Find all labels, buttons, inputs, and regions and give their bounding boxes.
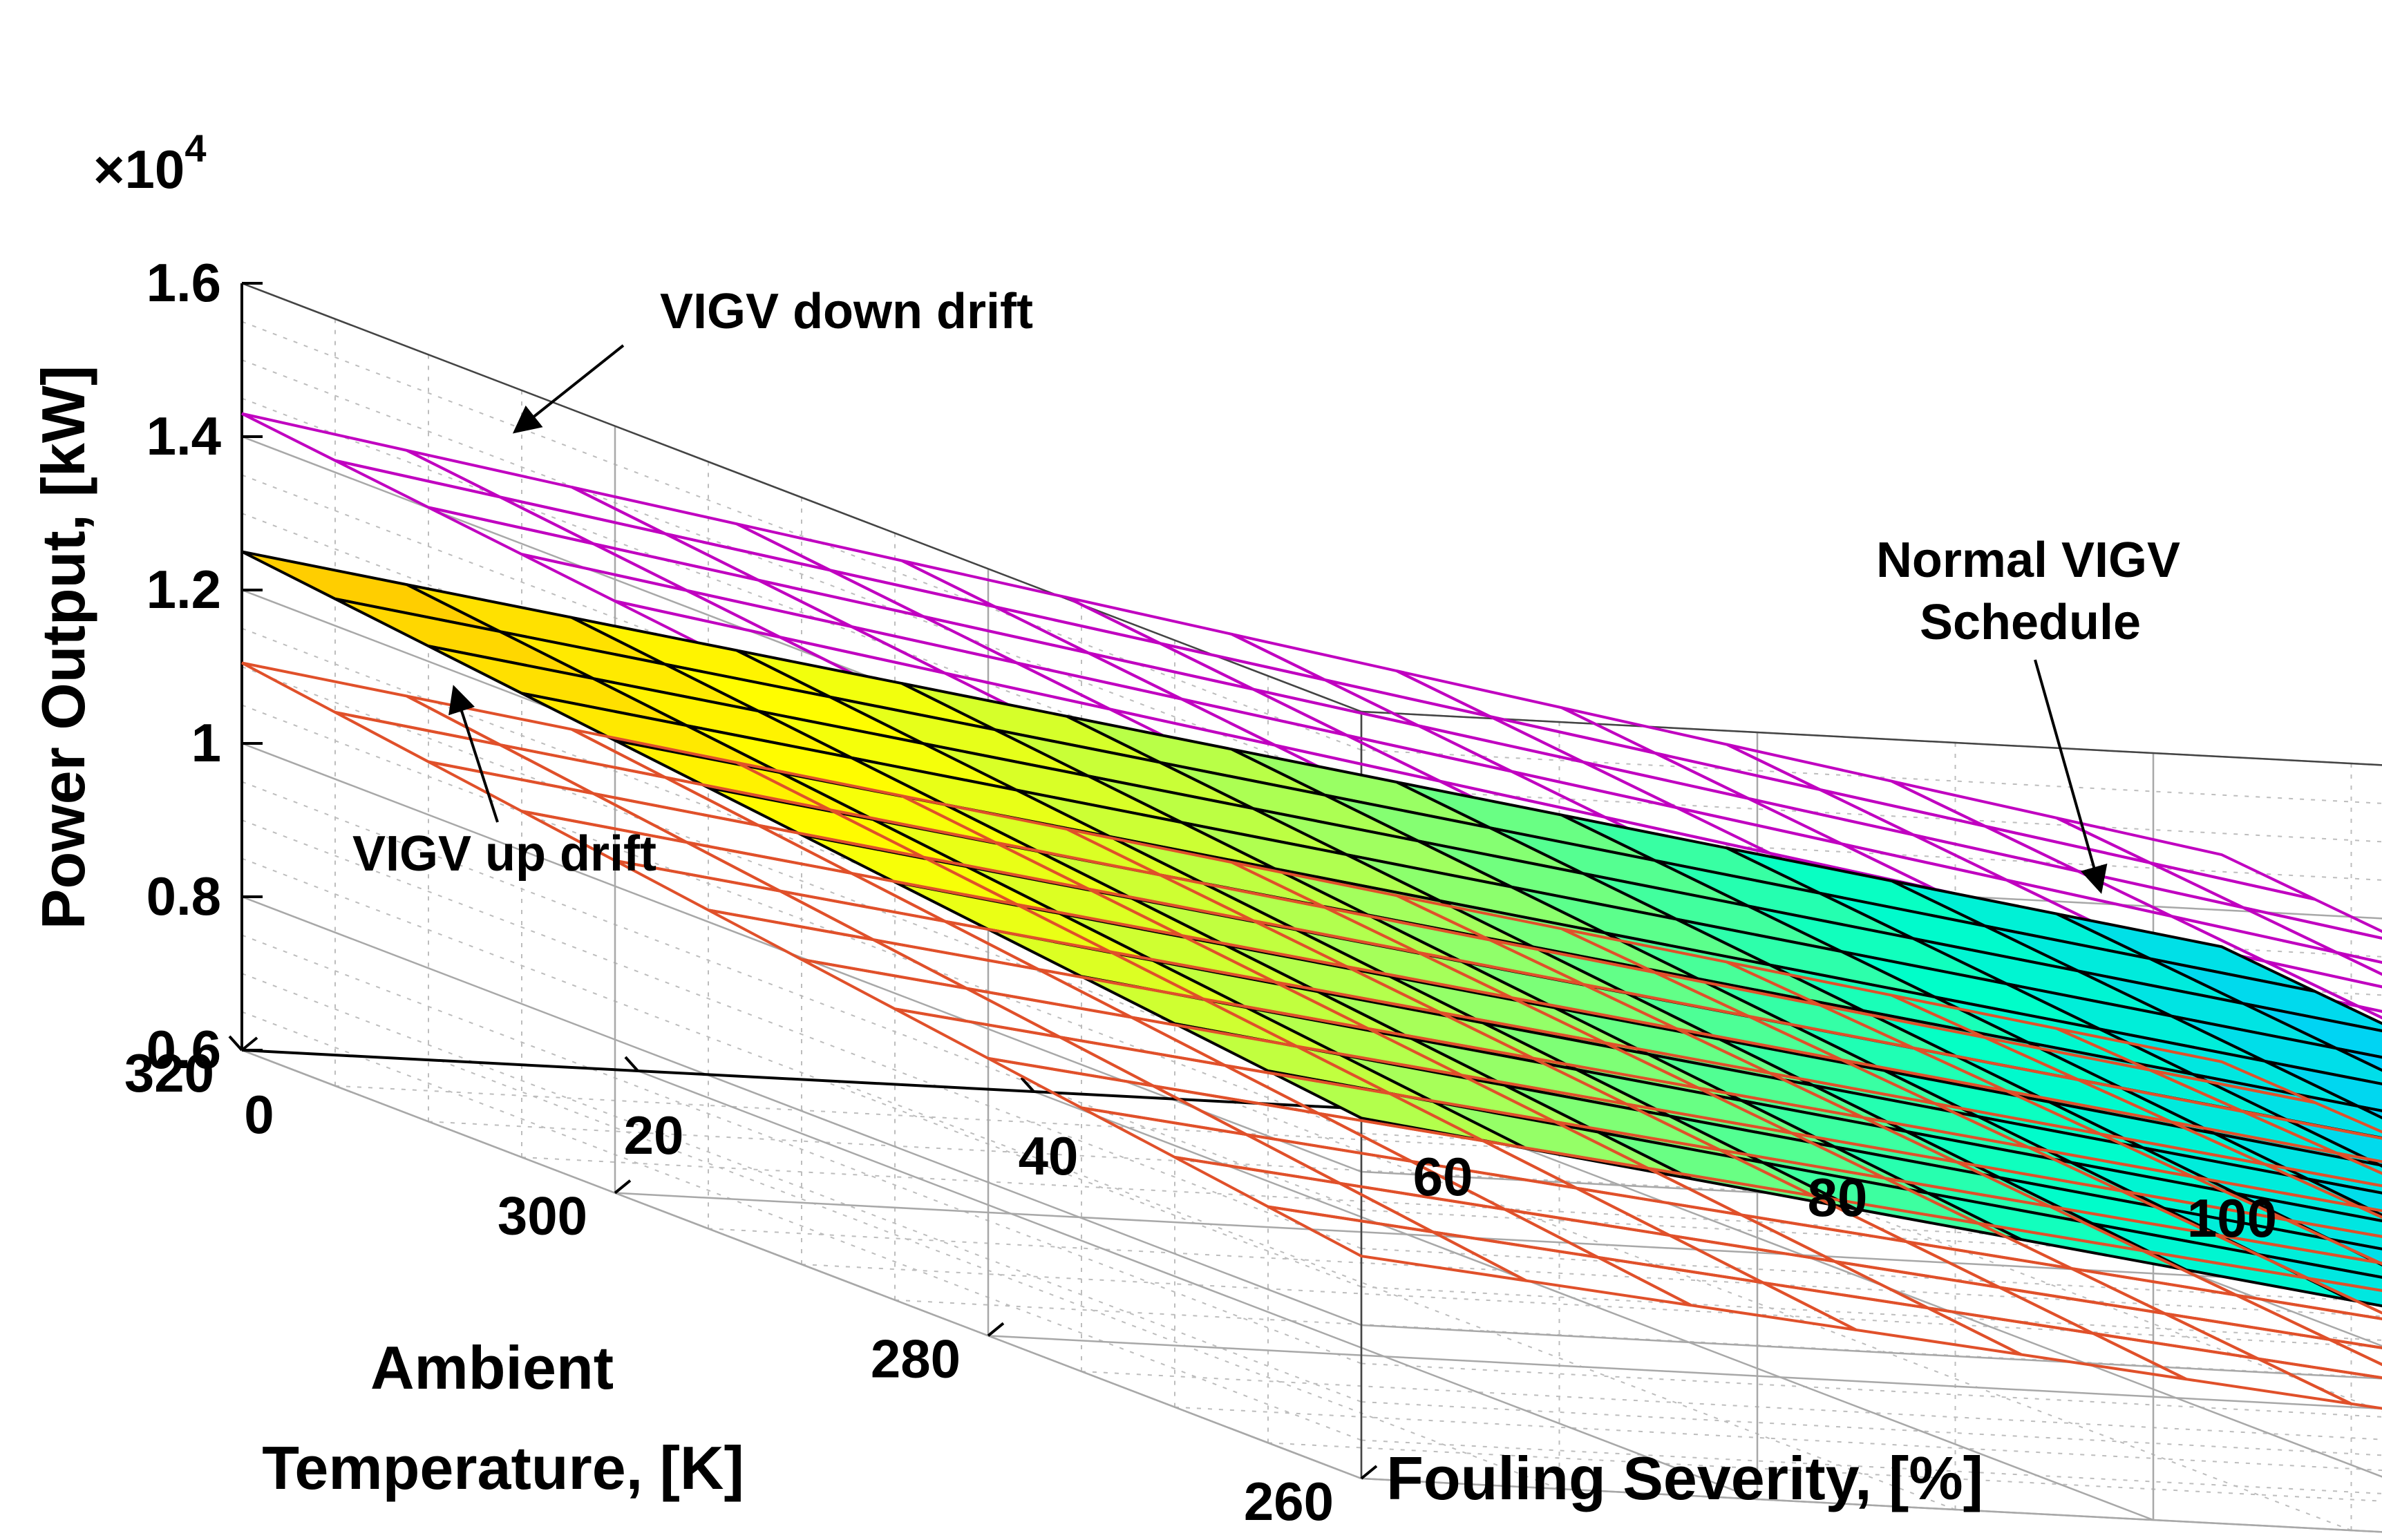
annotation-up-drift: VIGV up drift [352, 826, 656, 882]
x-tick-label: 60 [1413, 1146, 1473, 1207]
annotation-down-drift-arrow [515, 345, 623, 432]
surface-cell [1081, 1108, 1340, 1183]
surface-cell [1232, 634, 1491, 716]
z-tick-label: 1.2 [146, 559, 221, 620]
surface-cell [995, 607, 1254, 689]
annotation-down-drift: VIGV down drift [660, 284, 1033, 339]
x-tick-mark [229, 1036, 242, 1050]
z-axis-label: Power Output, [kW] [29, 365, 97, 929]
surface-cell [1985, 826, 2244, 908]
y-tick-label: 260 [1244, 1471, 1334, 1532]
surface-cell [1820, 790, 2079, 871]
y-axis-label-line2: Temperature, [K] [262, 1434, 744, 1502]
y-tick-mark [988, 1323, 1003, 1335]
surface-cell [335, 461, 594, 544]
x-tick-label: 0 [244, 1084, 274, 1145]
y-tick-label: 280 [871, 1328, 961, 1389]
grid-line [1361, 1325, 2382, 1429]
x-tick-label: 100 [2187, 1188, 2277, 1248]
grid-major [988, 1335, 2382, 1439]
annotation-up-drift-arrow [454, 687, 498, 822]
z-exponent-power: 4 [185, 126, 206, 170]
surface-cell [500, 497, 759, 580]
surface-cell [2057, 818, 2315, 900]
surface-cell [665, 533, 924, 616]
surface-cell [1670, 1235, 1928, 1308]
annotation-normal-line2: Schedule [1920, 595, 2141, 650]
grid-major [1361, 1325, 2382, 1429]
surface-cell [759, 580, 1017, 663]
surface-cell [1490, 716, 1748, 799]
y-axis-label-line1: Ambient [370, 1333, 614, 1402]
grid-line [988, 1335, 2382, 1439]
x-tick-mark [625, 1057, 638, 1071]
surface-cell [902, 561, 1160, 644]
z-tick-label: 0.8 [146, 866, 221, 926]
x-axis-label: Fouling Severity, [%] [1386, 1444, 1983, 1512]
z-tick-label: 1 [191, 712, 221, 773]
surface-cell [572, 487, 831, 570]
surface-cell [407, 450, 665, 534]
surface-cell [242, 552, 500, 632]
surface-cell [1088, 653, 1347, 735]
surface-cell [428, 507, 687, 590]
surface-cell [1892, 781, 2151, 863]
grid-line [895, 1300, 2382, 1404]
surface-cell [242, 414, 500, 497]
z-tick-label: 1.4 [146, 406, 221, 466]
x-tick-label: 80 [1808, 1167, 1868, 1228]
surface-cell [1254, 690, 1512, 772]
surface-cell [1397, 671, 1655, 753]
surface-cell [830, 570, 1088, 653]
y-tick-mark [1361, 1466, 1377, 1479]
surface-cell [1727, 745, 1985, 826]
y-tick-label: 300 [498, 1186, 587, 1246]
z-exponent-label: ×104 [93, 126, 206, 200]
surface-cell [1067, 598, 1325, 680]
surface-cell [2093, 1333, 2352, 1404]
grid-major [242, 1050, 1361, 1479]
y-tick-mark [615, 1181, 630, 1193]
annotation-normal-line1: Normal VIGV [1876, 533, 2180, 588]
surface-cell [1268, 1207, 1526, 1281]
z-exponent-prefix: ×10 [93, 139, 185, 200]
surface-cell [1562, 707, 1820, 790]
y-tick-mark [242, 1038, 257, 1050]
x-tick-label: 20 [624, 1105, 684, 1166]
y-tick-label: 320 [124, 1043, 214, 1103]
surface-cell [1655, 753, 1913, 835]
x-tick-label: 40 [1019, 1125, 1079, 1186]
z-tick-label: 1.6 [146, 252, 221, 313]
